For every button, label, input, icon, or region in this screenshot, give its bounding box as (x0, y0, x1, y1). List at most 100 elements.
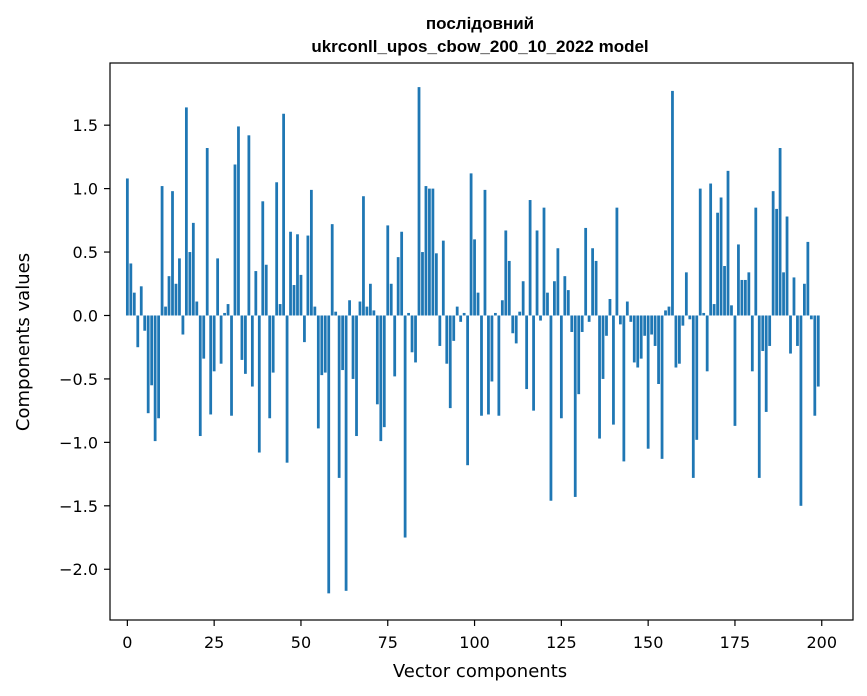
x-tick-label: 150 (633, 633, 664, 652)
bar (657, 315, 660, 384)
bar (549, 315, 553, 501)
bar (559, 315, 563, 419)
bar (601, 315, 605, 379)
bar (771, 191, 775, 316)
bar (309, 189, 313, 316)
bar (539, 315, 542, 321)
bar (476, 292, 480, 316)
y-tick-label: 0.0 (73, 306, 98, 325)
bar (556, 248, 560, 316)
bar (466, 315, 469, 466)
bar (698, 188, 702, 316)
bar (605, 315, 608, 336)
bar (580, 315, 584, 332)
bar (382, 315, 386, 428)
bar (636, 315, 640, 368)
bar (625, 301, 629, 316)
bar (150, 315, 154, 386)
bar (153, 315, 157, 442)
bar (709, 183, 713, 316)
bar (278, 304, 282, 316)
bar (205, 148, 209, 316)
bar (375, 315, 379, 405)
bar (327, 315, 331, 594)
bar (421, 252, 424, 316)
bar (198, 315, 202, 437)
bar (320, 315, 324, 376)
bar (518, 311, 522, 316)
bar (809, 315, 813, 320)
bar (323, 315, 327, 373)
bar (264, 264, 268, 316)
bar (674, 315, 678, 368)
bar (684, 272, 688, 316)
bar (445, 315, 449, 364)
bar (629, 315, 633, 322)
bar (351, 315, 355, 379)
bar (369, 283, 372, 316)
bar (747, 272, 751, 316)
y-tick-label: −2.0 (59, 560, 98, 579)
bar (160, 186, 164, 316)
bar (396, 257, 400, 316)
x-tick-label: 175 (720, 633, 751, 652)
bar (157, 315, 160, 419)
bar (587, 315, 591, 322)
bar (754, 207, 758, 316)
y-tick-label: 1.0 (73, 180, 98, 199)
bar (719, 197, 723, 316)
bar (792, 277, 796, 316)
bar (806, 241, 810, 316)
bar (577, 315, 581, 395)
bar (407, 312, 410, 316)
bar (521, 281, 525, 316)
bar (691, 315, 695, 478)
bar (285, 315, 289, 463)
bar (514, 315, 518, 344)
bar (643, 315, 647, 336)
bar (639, 315, 643, 359)
bar (664, 310, 667, 316)
bar (250, 315, 254, 387)
bar (299, 274, 303, 316)
bar (785, 216, 789, 316)
bar (768, 315, 772, 346)
bar (240, 315, 244, 360)
bar (171, 191, 174, 316)
bar (789, 315, 792, 354)
x-axis-label: Vector components (393, 661, 567, 682)
bar (723, 266, 726, 316)
x-tick-label: 100 (459, 633, 490, 652)
bar (372, 310, 376, 316)
bar (261, 201, 265, 316)
x-tick-label: 50 (291, 633, 311, 652)
bar (764, 315, 768, 412)
bar (678, 315, 681, 364)
bar (608, 299, 612, 316)
bar (566, 290, 570, 316)
bar (254, 271, 258, 316)
bar (695, 315, 699, 440)
bar (438, 315, 442, 346)
y-axis-label: Components values (13, 253, 34, 431)
bar (129, 263, 133, 316)
bar (400, 231, 404, 316)
bar (403, 315, 407, 538)
bar (306, 235, 310, 316)
bar (542, 207, 546, 316)
bar (132, 292, 136, 316)
bar (803, 283, 806, 316)
y-tick-label: −0.5 (59, 370, 98, 389)
bar (178, 258, 181, 316)
bar (716, 212, 719, 316)
x-tick-label: 0 (122, 633, 132, 652)
y-tick-label: 0.5 (73, 243, 98, 262)
bar (618, 315, 622, 325)
bar (757, 315, 761, 478)
bar (702, 312, 706, 316)
bar (612, 315, 615, 425)
bar (271, 315, 275, 373)
bar (584, 227, 588, 316)
bar (136, 315, 140, 348)
bar (296, 234, 299, 316)
